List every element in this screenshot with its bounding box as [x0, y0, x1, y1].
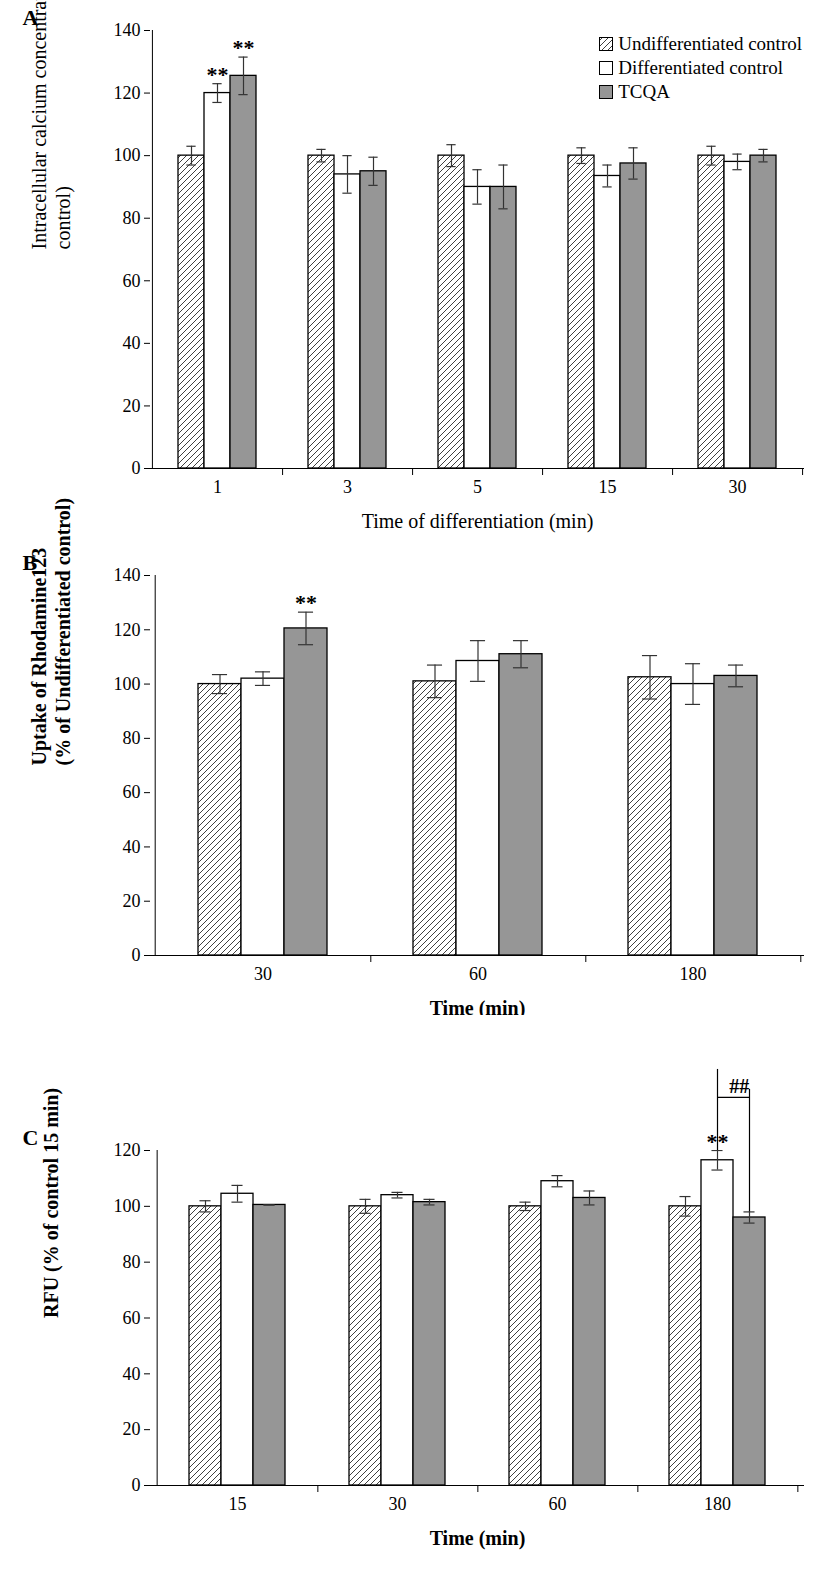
svg-text:140: 140	[114, 20, 141, 40]
svg-text:Intracellular calcium concentr: Intracellular calcium concentration (% o…	[28, 0, 75, 250]
svg-text:20: 20	[123, 1419, 141, 1439]
svg-text:Time (min): Time (min)	[430, 1527, 526, 1550]
svg-text:**: **	[233, 35, 255, 60]
svg-text:40: 40	[123, 1364, 141, 1384]
svg-text:**: **	[207, 62, 229, 87]
svg-text:##: ##	[729, 1075, 749, 1097]
svg-text:3: 3	[343, 477, 352, 497]
svg-text:40: 40	[123, 333, 141, 353]
html-text:Differentiated control: Differentiated control	[618, 57, 783, 78]
svg-text:0: 0	[132, 458, 141, 478]
svg-text:20: 20	[123, 396, 141, 416]
svg-text:80: 80	[123, 1252, 141, 1272]
svg-text:C: C	[23, 1125, 39, 1150]
svg-text:RFU (% of control 15 min): RFU (% of control 15 min)	[40, 1088, 63, 1318]
svg-text:60: 60	[549, 1494, 567, 1514]
svg-text:80: 80	[123, 208, 141, 228]
svg-text:60: 60	[123, 782, 141, 802]
svg-text:1: 1	[213, 477, 222, 497]
svg-text:20: 20	[123, 891, 141, 911]
svg-text:**: **	[295, 590, 317, 615]
svg-text:120: 120	[114, 83, 141, 103]
svg-text:80: 80	[123, 728, 141, 748]
svg-text:60: 60	[469, 964, 487, 984]
html-text:TCQA: TCQA	[618, 81, 670, 102]
svg-text:15: 15	[229, 1494, 247, 1514]
svg-text:40: 40	[123, 837, 141, 857]
svg-text:180: 180	[704, 1494, 731, 1514]
svg-text:60: 60	[123, 271, 141, 291]
svg-text:140: 140	[114, 565, 141, 585]
html-text:Undifferentiated control: Undifferentiated control	[618, 33, 802, 54]
svg-text:30: 30	[729, 477, 747, 497]
svg-text:30: 30	[389, 1494, 407, 1514]
svg-text:120: 120	[114, 620, 141, 640]
svg-text:30: 30	[254, 964, 272, 984]
svg-text:180: 180	[680, 964, 707, 984]
svg-text:Time of differentiation (min): Time of differentiation (min)	[362, 510, 594, 533]
svg-text:15: 15	[599, 477, 617, 497]
svg-text:60: 60	[123, 1308, 141, 1328]
svg-text:0: 0	[132, 945, 141, 965]
svg-text:Uptake of Rhodamine123(% of Un: Uptake of Rhodamine123(% of Undifferenti…	[28, 498, 75, 766]
svg-text:100: 100	[114, 145, 141, 165]
svg-text:100: 100	[114, 1196, 141, 1216]
svg-text:100: 100	[114, 674, 141, 694]
svg-text:5: 5	[473, 477, 482, 497]
svg-text:0: 0	[132, 1475, 141, 1495]
svg-text:120: 120	[114, 1140, 141, 1160]
svg-text:Time (min): Time (min)	[429, 996, 526, 1019]
